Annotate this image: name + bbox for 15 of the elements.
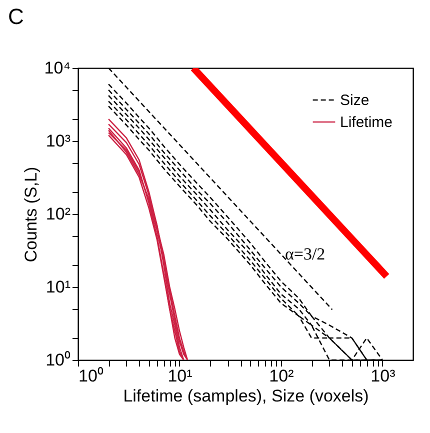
- x-tick-label: 10⁰: [78, 366, 104, 386]
- y-tick-label: 10²: [46, 204, 71, 224]
- y-tick-label: 10³: [46, 132, 71, 150]
- legend-label: Lifetime: [340, 114, 393, 131]
- x-axis-title: Lifetime (samples), Size (voxels): [123, 386, 369, 406]
- y-tick-label: 10⁴: [44, 58, 70, 78]
- x-tick-label: 10¹: [168, 366, 193, 386]
- y-tick-label: 10¹: [46, 278, 71, 296]
- chart-title: C: [8, 4, 24, 29]
- y-tick-label: 10⁰: [46, 350, 70, 370]
- y-axis-title: Counts (S,L): [21, 166, 40, 262]
- x-tick-label: 10²: [269, 366, 294, 386]
- legend-label: Size: [340, 92, 370, 109]
- x-tick-label: 10³: [370, 366, 396, 386]
- annotation: α=3/2: [284, 244, 326, 264]
